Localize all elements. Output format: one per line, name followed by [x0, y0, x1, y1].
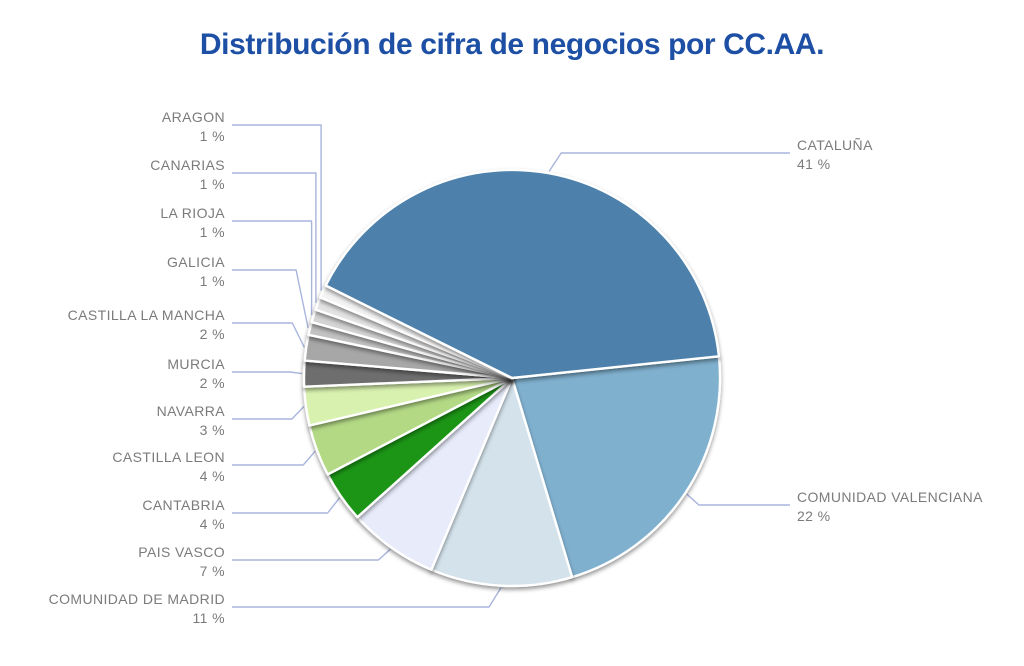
- slice-percent: 1 %: [199, 176, 225, 192]
- slice-name: MURCIA: [167, 356, 225, 372]
- leader-line-castilla-leon: [232, 450, 316, 466]
- slice-label-aragon: ARAGON 1 %: [162, 108, 225, 146]
- slice-label-navarra: NAVARRA 3 %: [157, 402, 225, 440]
- slice-name: NAVARRA: [156, 403, 225, 419]
- pie-slice-comunidad-valenciana: [510, 355, 722, 579]
- leader-line-navarra: [232, 406, 305, 420]
- slice-percent: 22 %: [797, 508, 831, 524]
- leader-lines: [232, 124, 790, 608]
- slice-label-comunidad-de-madrid: COMUNIDAD DE MADRID 11 %: [49, 590, 225, 628]
- leader-line-catalu-a: [548, 152, 790, 172]
- slice-percent: 1 %: [199, 224, 225, 240]
- leader-line-comunidad-valenciana: [686, 493, 790, 506]
- pie-slice-comunidad-de-madrid: [430, 376, 574, 588]
- leader-line-cantabria: [232, 497, 341, 514]
- slice-name: COMUNIDAD VALENCIANA: [797, 489, 983, 505]
- slice-percent: 1 %: [199, 273, 225, 289]
- slice-name: LA RIOJA: [160, 205, 225, 221]
- slice-percent: 3 %: [199, 422, 225, 438]
- pie-slices: [302, 168, 722, 588]
- slice-label-canarias: CANARIAS 1 %: [150, 156, 225, 194]
- chart-title: Distribución de cifra de negocios por CC…: [199, 28, 825, 61]
- slice-name: GALICIA: [166, 254, 225, 270]
- slice-percent: 4 %: [199, 468, 225, 484]
- leader-line-galicia: [232, 269, 309, 329]
- leader-line-comunidad-de-madrid: [232, 587, 502, 608]
- slice-label-castilla-la-mancha: CASTILLA LA MANCHA 2 %: [68, 306, 225, 344]
- leader-line-castilla-la-mancha: [232, 322, 305, 348]
- slice-label-catalu-a: CATALUÑA 41 %: [797, 136, 873, 174]
- slice-percent: 7 %: [199, 563, 225, 579]
- slice-name: PAIS VASCO: [138, 544, 225, 560]
- slice-percent: 1 %: [199, 128, 225, 144]
- leader-line-la-rioja: [232, 220, 313, 316]
- slice-label-murcia: MURCIA 2 %: [167, 355, 225, 393]
- slice-label-galicia: GALICIA 1 %: [167, 253, 225, 291]
- slice-name: CASTILLA LA MANCHA: [67, 307, 225, 323]
- slice-percent: 4 %: [199, 516, 225, 532]
- pie-slice-catalu-a: [324, 168, 721, 380]
- slice-name: CATALUÑA: [797, 137, 873, 153]
- slice-label-castilla-leon: CASTILLA LEON 4 %: [112, 448, 225, 486]
- slice-percent: 2 %: [199, 375, 225, 391]
- slice-name: CASTILLA LEON: [112, 449, 225, 465]
- leader-line-pais-vasco: [232, 548, 391, 561]
- slice-name: ARAGON: [161, 109, 225, 125]
- leader-line-canarias: [232, 172, 317, 303]
- leader-line-aragon: [232, 124, 322, 291]
- slice-label-la-rioja: LA RIOJA 1 %: [160, 204, 225, 242]
- leader-line-murcia: [232, 371, 303, 375]
- slice-percent: 41 %: [797, 156, 831, 172]
- slice-label-comunidad-valenciana: COMUNIDAD VALENCIANA 22 %: [797, 488, 983, 526]
- slice-name: CANTABRIA: [142, 497, 225, 513]
- slice-percent: 2 %: [199, 326, 225, 342]
- slice-percent: 11 %: [192, 610, 225, 626]
- slice-name: COMUNIDAD DE MADRID: [48, 591, 225, 607]
- slice-label-pais-vasco: PAIS VASCO 7 %: [138, 543, 225, 581]
- slice-label-cantabria: CANTABRIA 4 %: [142, 496, 225, 534]
- slice-name: CANARIAS: [150, 157, 225, 173]
